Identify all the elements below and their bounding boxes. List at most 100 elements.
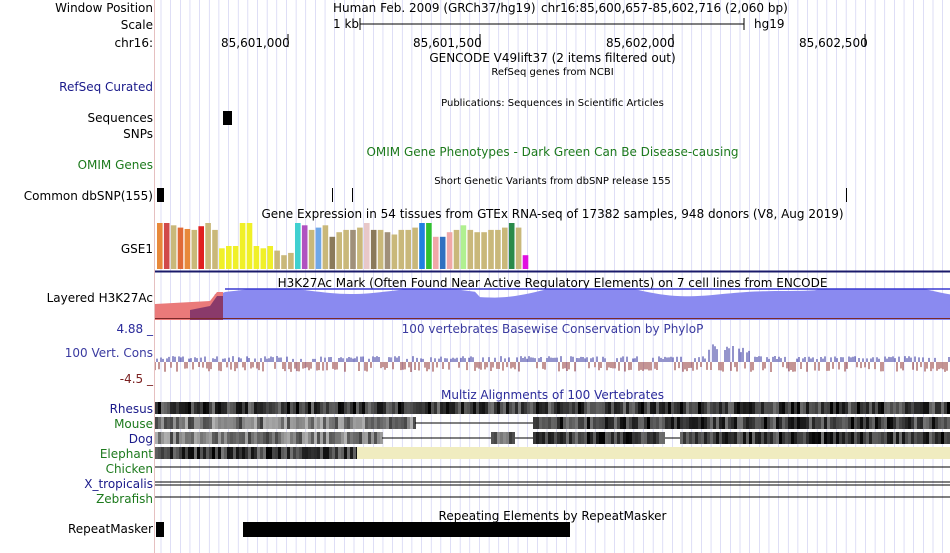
alignment-dog: [881, 432, 884, 444]
alignment-dog: [869, 432, 872, 444]
species-label[interactable]: Rhesus: [109, 402, 153, 416]
refseq-track-label[interactable]: RefSeq Curated: [59, 80, 153, 94]
alignment-mouse: [899, 417, 902, 429]
alignment-elephant: [179, 447, 182, 459]
snps-track-label[interactable]: SNPs: [123, 127, 153, 141]
alignment-rhesus: [839, 402, 842, 414]
alignment-dog: [557, 432, 560, 444]
h3k27ac-signal[interactable]: [155, 288, 950, 320]
omim-track-label[interactable]: OMIM Genes: [77, 158, 153, 172]
gencode-track-title[interactable]: GENCODE V49lift37 (2 items filtered out): [429, 51, 676, 65]
alignment-dog: [926, 432, 929, 444]
dbsnp-track-title[interactable]: Short Genetic Variants from dbSNP releas…: [434, 176, 671, 187]
alignment-rhesus: [368, 402, 371, 414]
alignment-elephant: [260, 447, 263, 459]
multiz-track-title[interactable]: Multiz Alignments of 100 Vertebrates: [440, 388, 665, 402]
alignment-mouse: [929, 417, 932, 429]
alignment-rhesus: [437, 402, 440, 414]
alignment-mouse: [836, 417, 839, 429]
alignment-rhesus: [944, 402, 947, 414]
alignment-mouse: [206, 417, 209, 429]
alignment-rhesus: [194, 402, 197, 414]
alignment-mouse: [269, 417, 272, 429]
species-label[interactable]: X_tropicalis: [84, 477, 153, 491]
species-label[interactable]: Elephant: [99, 447, 153, 461]
alignment-elephant: [185, 447, 188, 459]
alignment-mouse: [776, 417, 779, 429]
omim-track-title[interactable]: OMIM Gene Phenotypes - Dark Green Can Be…: [366, 145, 739, 159]
alignment-mouse: [764, 417, 767, 429]
alignment-rhesus: [257, 402, 260, 414]
cons-signal[interactable]: [155, 336, 950, 386]
dbsnp-features[interactable]: [155, 186, 950, 206]
alignment-rhesus: [458, 402, 461, 414]
alignment-elephant: [311, 447, 314, 459]
alignment-mouse: [887, 417, 890, 429]
gtex-track-label[interactable]: GSE1: [120, 242, 153, 256]
refseq-track-title[interactable]: RefSeq genes from NCBI: [491, 67, 614, 78]
alignment-rhesus: [821, 402, 824, 414]
alignment-elephant: [191, 447, 194, 459]
alignment-dog: [851, 432, 854, 444]
alignment-dog: [176, 432, 179, 444]
repeatmasker-track-label[interactable]: RepeatMasker: [67, 522, 153, 536]
alignment-rhesus: [890, 402, 893, 414]
dbsnp-track-label[interactable]: Common dbSNP(155): [23, 189, 153, 203]
alignment-elephant: [272, 447, 275, 459]
alignment-dog: [644, 432, 647, 444]
species-label[interactable]: Mouse: [114, 417, 153, 431]
alignment-dog: [617, 432, 620, 444]
publications-track-title[interactable]: Publications: Sequences in Scientific Ar…: [441, 98, 664, 109]
alignment-dog: [827, 432, 830, 444]
species-label[interactable]: Zebrafish: [96, 492, 153, 506]
alignment-mouse: [329, 417, 332, 429]
sequences-track-label[interactable]: Sequences: [87, 111, 153, 125]
gtex-track-title[interactable]: Gene Expression in 54 tissues from GTEx …: [261, 207, 844, 221]
alignment-mouse: [941, 417, 944, 429]
alignment-mouse: [356, 417, 359, 429]
alignment-rhesus: [725, 402, 728, 414]
alignment-mouse: [839, 417, 842, 429]
alignment-mouse: [743, 417, 746, 429]
alignment-mouse: [695, 417, 698, 429]
alignment-dog: [842, 432, 845, 444]
gtex-chart[interactable]: [155, 220, 950, 273]
alignment-dog: [590, 432, 593, 444]
alignment-mouse: [914, 417, 917, 429]
alignment-mouse: [803, 417, 806, 429]
alignment-rhesus: [188, 402, 191, 414]
alignment-dog: [887, 432, 890, 444]
alignment-elephant: [245, 447, 248, 459]
alignment-dog: [266, 432, 269, 444]
alignment-mouse: [584, 417, 587, 429]
alignment-dog: [707, 432, 710, 444]
alignment-mouse: [920, 417, 923, 429]
repeatmasker-features[interactable]: [155, 520, 950, 540]
alignment-dog: [491, 432, 494, 444]
alignment-mouse: [164, 417, 167, 429]
gtex-bar: [205, 223, 211, 269]
alignment-dog: [779, 432, 782, 444]
alignment-rhesus: [476, 402, 479, 414]
multiz-alignments[interactable]: [155, 401, 950, 507]
alignment-rhesus: [902, 402, 905, 414]
alignment-dog: [503, 432, 506, 444]
cons-track-label[interactable]: 100 Vert. Cons: [64, 346, 153, 360]
h3k27ac-track-label[interactable]: Layered H3K27Ac: [46, 291, 153, 305]
alignment-rhesus: [287, 402, 290, 414]
species-label[interactable]: Dog: [128, 432, 153, 446]
alignment-mouse: [797, 417, 800, 429]
alignment-mouse: [260, 417, 263, 429]
species-label[interactable]: Chicken: [105, 462, 153, 476]
alignment-mouse: [644, 417, 647, 429]
alignment-elephant: [239, 447, 242, 459]
h3k27ac-track-title[interactable]: H3K27Ac Mark (Often Found Near Active Re…: [277, 276, 828, 290]
repeatmasker-track-title[interactable]: Repeating Elements by RepeatMasker: [438, 509, 667, 523]
publication-feature[interactable]: [223, 111, 232, 125]
cons-track-title[interactable]: 100 vertebrates Basewise Conservation by…: [401, 322, 704, 336]
cons-max-label: 4.88 _: [116, 322, 153, 336]
alignment-rhesus: [170, 402, 173, 414]
alignment-dog: [884, 432, 887, 444]
alignment-rhesus: [446, 402, 449, 414]
alignment-rhesus: [209, 402, 212, 414]
